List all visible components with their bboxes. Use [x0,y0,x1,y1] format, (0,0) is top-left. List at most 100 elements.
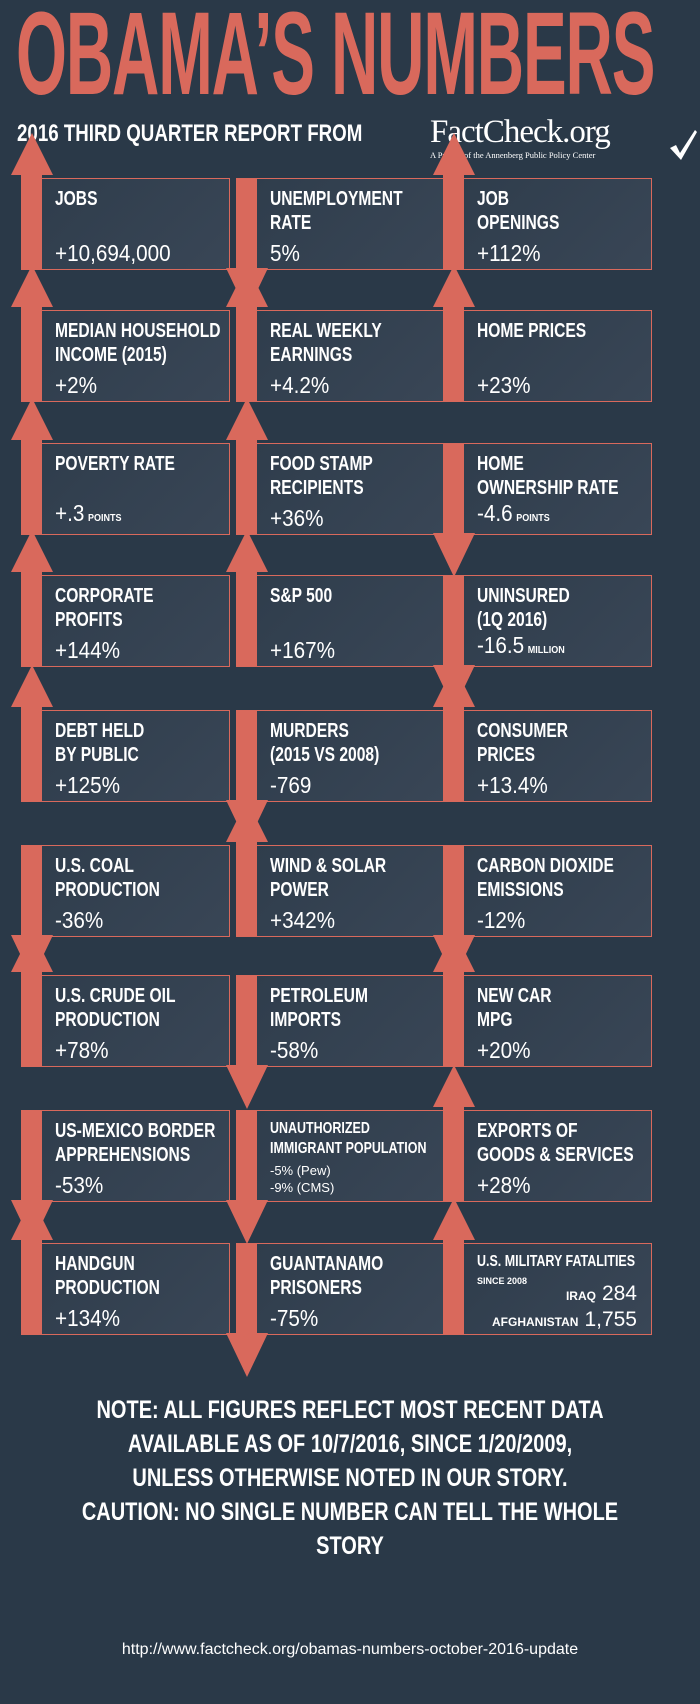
stat-card-wind-solar-power: WIND & SOLAR POWER +342% [255,845,445,937]
stat-card-real-weekly-earnings: REAL WEEKLY EARNINGS +4.2% [255,310,445,402]
stat-title-line: PRODUCTION [55,1277,160,1299]
stat-card-debt-held-by-public: DEBT HELD BY PUBLIC +125% [40,710,230,802]
stat-card-murders-2015-vs-2008: MURDERS (2015 VS 2008) -769 [255,710,445,802]
arrow-up-icon [11,930,53,1067]
stat-value-number: -12% [477,907,526,933]
logo-name: FactCheck.org [430,114,611,150]
arrow-down-icon [11,1110,53,1244]
stat-value: -9% (CMS) [270,1180,335,1195]
arrow-shape [226,398,268,535]
stat-card-u-s-coal-production: U.S. COAL PRODUCTION -36% [40,845,230,937]
note-line: AVAILABLE AS OF 10/7/2016, SINCE 1/20/20… [127,1430,573,1458]
stat-title-line: REAL WEEKLY [270,320,382,342]
stat-title-line: POWER [270,879,329,901]
stat-title-line: PRICES [477,744,536,766]
stat-title-line: UNINSURED [477,585,570,607]
stat-title-line: BY PUBLIC [55,744,139,766]
stat-title: US-MEXICO BORDER APPREHENSIONS [55,1119,215,1167]
stat-value: +112% [477,241,541,266]
arrow-up-icon [11,665,53,802]
stat-value-number: +342% [270,907,336,933]
stat-title: MEDIAN HOUSEHOLD INCOME (2015) [55,319,221,367]
stat-value: +10,694,000 [55,241,171,266]
stat-title-line: (2015 VS 2008) [270,744,380,766]
arrow-up-icon [433,1198,475,1335]
stat-value-number: +4.2% [270,372,330,398]
stat-title-line: RECIPIENTS [270,477,364,499]
arrow-down-icon [226,1243,268,1377]
stat-value-number: -53% [55,1172,104,1198]
source-url[interactable]: http://www.factcheck.org/obamas-numbers-… [121,1641,579,1658]
stat-card-job-openings: JOB OPENINGS +112% [462,178,652,270]
stat-title: CORPORATE PROFITS [55,584,154,632]
stat-title-line: GUANTANAMO [270,1253,384,1275]
arrow-shape [226,1110,268,1244]
stat-card-u-s-crude-oil-production: U.S. CRUDE OIL PRODUCTION +78% [40,975,230,1067]
stat-value-number: -75% [270,1305,319,1331]
stat-title-line: S&P 500 [270,585,333,607]
arrow-shape [11,133,53,270]
stat-title-line: MEDIAN HOUSEHOLD [55,320,221,342]
stat-title: FOOD STAMP RECIPIENTS [270,452,373,500]
stat-card-home-ownership-rate: HOME OWNERSHIP RATE -4.6 POINTS [462,443,652,535]
stat-title-line: EARNINGS [270,344,353,366]
arrow-up-icon [433,930,475,1067]
fatality-row: IRAQ 284 [566,1282,637,1308]
stat-title-line: PROFITS [55,609,123,631]
arrow-down-icon [11,845,53,979]
stat-title-line: US-MEXICO BORDER [55,1120,216,1142]
arrow-up-icon [433,265,475,402]
arrow-shape [433,1065,475,1202]
stat-title-line: U.S. CRUDE OIL [55,985,176,1007]
stat-value: +144% [55,638,120,663]
arrow-shape [11,930,53,1067]
stat-value: -75% [270,1306,318,1331]
stat-title-line: PRISONERS [270,1277,362,1299]
arrow-shape [433,575,475,709]
stat-title: HANDGUN PRODUCTION [55,1252,160,1300]
stat-card-handgun-production: HANDGUN PRODUCTION +134% [40,1243,230,1335]
stat-card-unauthorized-immigrant-population: UNAUTHORIZED IMMIGRANT POPULATION -5% (Pew… [255,1110,445,1202]
stat-value-number: +10,694,000 [55,240,171,266]
stat-card-uninsured-1q-2016: UNINSURED (1Q 2016) -16.5 MILLION [462,575,652,667]
stat-value: +23% [477,373,531,398]
stat-value-number: +134% [55,1305,121,1331]
stat-title: U.S. COAL PRODUCTION [55,854,160,902]
stat-value: +125% [55,773,120,798]
arrow-shape [433,265,475,402]
arrow-shape [433,845,475,979]
stat-title: PETROLEUM IMPORTS [270,984,368,1032]
stat-value: -4.6 POINTS [477,501,550,531]
stat-title-line: POVERTY RATE [55,453,175,475]
stat-value-number: +23% [477,372,531,398]
stat-title-line: OWNERSHIP RATE [477,477,619,499]
stat-value-number: +167% [270,637,336,663]
stat-title: HOME PRICES [477,319,586,343]
stat-title: U.S. CRUDE OIL PRODUCTION [55,984,175,1032]
arrow-shape [11,1198,53,1335]
arrow-up-icon [11,133,53,270]
stat-value-number: +.3 [55,500,85,526]
arrow-shape [11,530,53,667]
stat-title: U.S. MILITARY FATALITIES [477,1252,635,1272]
stat-title-line: HANDGUN [55,1253,135,1275]
stat-value: +.3 POINTS [55,501,121,531]
stat-title-line: IMMIGRANT POPULATION [270,1140,427,1157]
stat-value: +342% [270,908,335,933]
arrow-shape [226,530,268,667]
arrow-up-icon [11,398,53,535]
stat-title: WIND & SOLAR POWER [270,854,386,902]
stat-title-line: CORPORATE [55,585,154,607]
stat-title-line: (1Q 2016) [477,609,548,631]
stat-title: GUANTANAMO PRISONERS [270,1252,383,1300]
stat-value: -53% [55,1173,103,1198]
stat-value: +36% [270,506,324,531]
stat-subtitle: SINCE 2008 [477,1276,528,1286]
stat-title-line: INCOME (2015) [55,344,167,366]
arrow-up-icon [11,1198,53,1335]
stat-value-number: 5% [270,240,300,266]
stat-title-line: APPREHENSIONS [55,1144,191,1166]
stat-title: JOBS [55,187,97,211]
stat-card-carbon-dioxide-emissions: CARBON DIOXIDE EMISSIONS -12% [462,845,652,937]
stat-title-line: HOME [477,453,524,475]
